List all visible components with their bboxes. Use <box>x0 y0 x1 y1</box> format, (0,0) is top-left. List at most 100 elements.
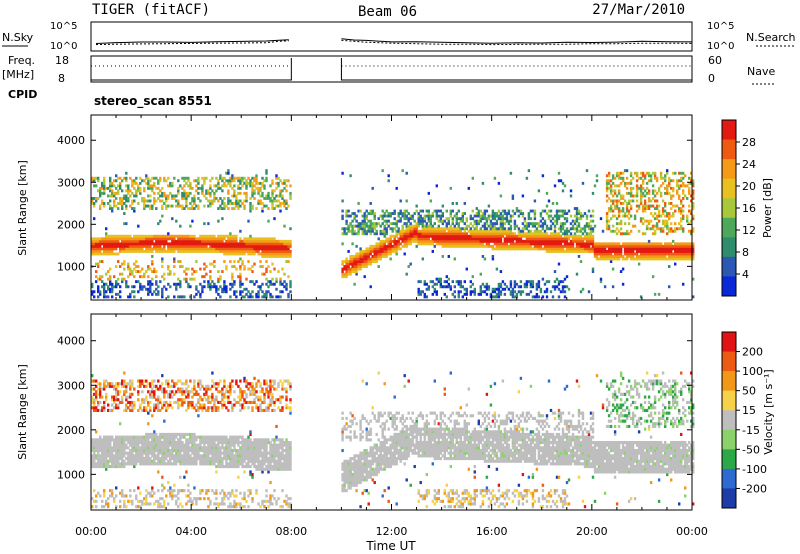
heatmap-cell <box>429 217 432 221</box>
heatmap-cell <box>527 242 531 246</box>
heatmap-cell <box>481 242 485 246</box>
heatmap-cell <box>415 244 418 248</box>
heatmap-cell <box>617 214 621 218</box>
heatmap-cell <box>639 247 643 251</box>
heatmap-cell <box>383 242 386 246</box>
heatmap-cell <box>461 239 464 243</box>
heatmap-cell <box>129 454 132 458</box>
heatmap-cell <box>221 202 224 205</box>
heatmap-cell <box>133 209 136 213</box>
heatmap-cell <box>283 239 286 243</box>
heatmap-cell <box>203 204 206 208</box>
heatmap-cell <box>651 227 655 231</box>
heatmap-cell <box>137 290 140 294</box>
heatmap-cell <box>207 191 210 195</box>
heatmap-cell <box>231 207 234 210</box>
heatmap-cell <box>651 171 655 175</box>
heatmap-cell <box>453 234 456 238</box>
heatmap-cell <box>493 224 497 228</box>
heatmap-cell <box>674 171 677 175</box>
heatmap-cell <box>599 242 603 246</box>
heatmap-cell <box>227 169 230 173</box>
heatmap-cell <box>517 214 521 218</box>
heatmap-cell <box>121 462 124 466</box>
heatmap-cell <box>674 227 677 231</box>
heatmap-cell <box>483 290 487 294</box>
heatmap-cell <box>143 242 146 246</box>
heatmap-cell <box>441 232 444 236</box>
heatmap-cell <box>99 292 102 296</box>
heatmap-cell <box>659 214 663 218</box>
heatmap-cell <box>369 224 372 228</box>
heatmap-cell <box>111 189 114 193</box>
heatmap-cell <box>277 295 280 299</box>
heatmap-cell <box>515 239 519 243</box>
heatmap-cell <box>289 227 292 231</box>
heatmap-cell <box>105 239 108 243</box>
heatmap-cell <box>593 184 597 188</box>
heatmap-cell <box>537 234 541 238</box>
heatmap-cell <box>395 252 398 256</box>
heatmap-cell <box>223 252 226 256</box>
heatmap-cell <box>649 242 653 246</box>
heatmap-cell <box>445 217 448 221</box>
heatmap-cell <box>672 247 675 251</box>
heatmap-cell <box>141 237 144 241</box>
heatmap-cell <box>287 242 290 246</box>
heatmap-cell <box>359 267 362 271</box>
heatmap-cell <box>497 232 501 236</box>
heatmap-cell <box>481 212 485 215</box>
heatmap-cell <box>457 282 460 286</box>
heatmap-cell <box>243 252 246 256</box>
heatmap-cell <box>625 202 629 205</box>
heatmap-cell <box>111 449 114 453</box>
heatmap-cell <box>617 229 621 233</box>
heatmap-cell <box>185 267 188 271</box>
heatmap-cell <box>95 280 98 284</box>
heatmap-cell <box>682 217 685 221</box>
heatmap-cell <box>99 194 102 198</box>
heatmap-cell <box>487 287 491 291</box>
heatmap-cell <box>143 244 146 248</box>
heatmap-cell <box>201 237 204 241</box>
heatmap-cell <box>213 234 216 238</box>
heatmap-cell <box>113 237 116 241</box>
heatmap-cell <box>641 171 645 175</box>
heatmap-cell <box>653 247 657 251</box>
heatmap-cell <box>589 224 593 228</box>
heatmap-cell <box>531 224 535 228</box>
heatmap-cell <box>139 189 142 193</box>
heatmap-cell <box>674 247 677 251</box>
heatmap-cell <box>405 217 408 221</box>
heatmap-cell <box>381 244 384 248</box>
heatmap-cell <box>635 184 639 188</box>
heatmap-cell <box>674 257 677 261</box>
heatmap-cell <box>465 227 468 231</box>
heatmap-cell <box>145 502 148 506</box>
heatmap-cell <box>289 290 292 294</box>
heatmap-cell <box>629 214 633 218</box>
heatmap-cell <box>185 191 188 195</box>
heatmap-cell <box>543 229 547 233</box>
heatmap-cell <box>647 207 651 210</box>
heatmap-cell <box>513 247 517 251</box>
heatmap-cell <box>497 242 501 246</box>
heatmap-cell <box>373 227 376 231</box>
heatmap-cell <box>147 239 150 243</box>
heatmap-cell <box>267 237 270 241</box>
heatmap-cell <box>385 222 388 226</box>
heatmap-cell <box>525 234 529 238</box>
heatmap-cell <box>145 443 148 447</box>
heatmap-cell <box>397 247 400 251</box>
heatmap-cell <box>95 247 98 251</box>
heatmap-cell <box>175 285 178 289</box>
heatmap-cell <box>459 244 462 248</box>
heatmap-cell <box>645 250 649 253</box>
heatmap-cell <box>597 247 601 251</box>
heatmap-cell <box>109 250 112 253</box>
heatmap-cell <box>541 224 545 228</box>
heatmap-cell <box>647 257 651 261</box>
heatmap-cell <box>255 207 258 210</box>
heatmap-cell <box>141 443 144 447</box>
heatmap-cell <box>629 257 633 261</box>
